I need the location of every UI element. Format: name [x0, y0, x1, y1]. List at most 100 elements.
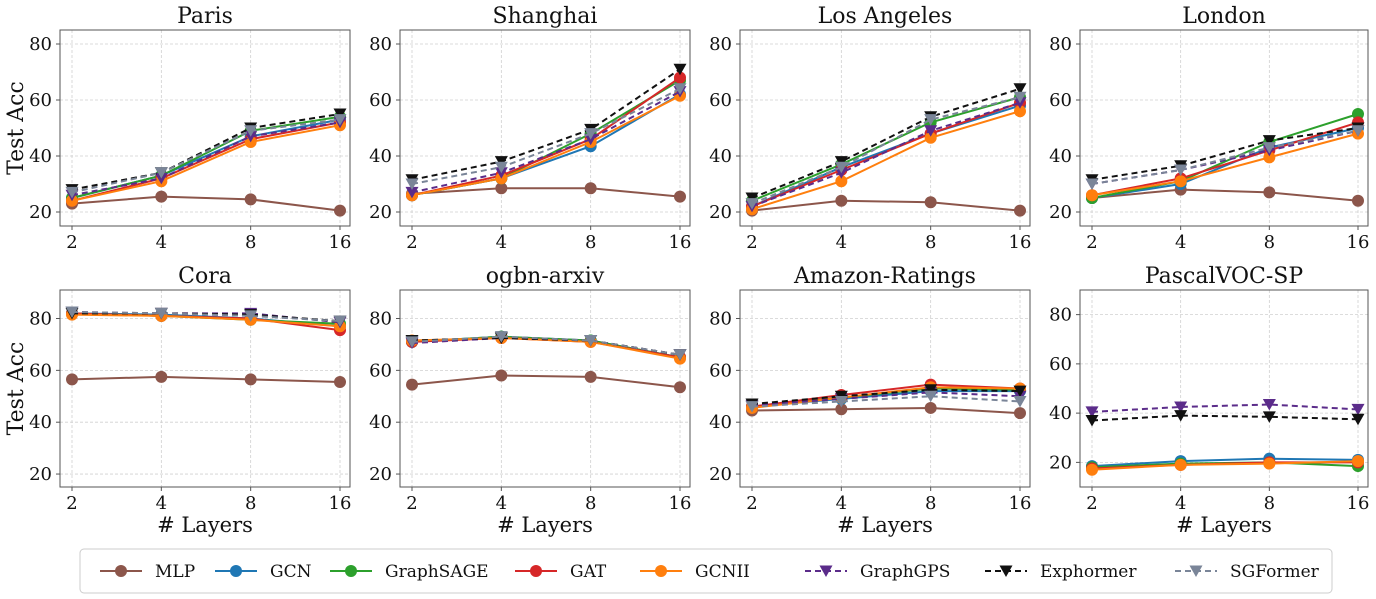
data-point: [1013, 395, 1027, 408]
data-point: [835, 194, 848, 207]
series-line: [1091, 188, 1359, 202]
legend-label: GraphSAGE: [385, 562, 489, 582]
series-line: [1091, 129, 1359, 185]
data-point: [673, 63, 687, 76]
subplot-title: Cora: [178, 264, 232, 289]
data-point: [924, 401, 937, 414]
data-point: [924, 131, 937, 144]
x-axis-label: # Layers: [497, 513, 593, 537]
x-tick-label: 4: [496, 493, 507, 514]
data-point: [1352, 108, 1364, 120]
y-tick-label: 20: [369, 464, 392, 485]
data-point: [1351, 403, 1365, 416]
data-point: [1262, 135, 1276, 147]
data-point: [1086, 463, 1098, 476]
data-point: [1013, 385, 1027, 398]
series-sgformer: [745, 91, 1027, 210]
series-gcnii: [66, 119, 346, 207]
subplot-title: London: [1182, 4, 1266, 29]
series-exphormer: [405, 63, 687, 186]
legend-entry-mlp: MLP: [100, 562, 195, 582]
series-graphsage: [406, 330, 686, 364]
y-tick-label: 40: [369, 146, 392, 167]
data-point: [154, 307, 168, 320]
series-gcnii: [746, 105, 1026, 216]
series-line: [751, 388, 1021, 406]
y-tick-label: 60: [369, 90, 392, 111]
data-point: [924, 384, 938, 396]
x-tick-label: 16: [669, 232, 692, 253]
x-tick-label: 2: [746, 493, 757, 514]
x-axis-label: # Layers: [157, 513, 253, 537]
data-point: [673, 83, 687, 95]
y-tick-label: 60: [709, 90, 732, 111]
series-line: [751, 391, 1021, 407]
data-point: [1014, 204, 1026, 217]
series-mlp: [66, 190, 346, 217]
x-tick-label: 8: [925, 232, 936, 253]
data-point: [244, 373, 257, 386]
data-point: [1263, 186, 1276, 199]
data-point: [1086, 189, 1098, 202]
data-point: [495, 182, 508, 195]
series-line: [71, 375, 341, 384]
data-point: [1174, 175, 1187, 188]
y-tick-label: 60: [369, 360, 392, 381]
axes-frame: [1079, 289, 1369, 488]
x-tick-label: 2: [746, 232, 757, 253]
legend-entry-sgformer: SGFormer: [1175, 562, 1320, 582]
y-tick-label: 40: [29, 146, 52, 167]
data-point: [406, 378, 418, 391]
y-tick-label: 60: [1049, 354, 1072, 375]
data-point: [1174, 458, 1187, 471]
legend-frame: [79, 548, 1333, 594]
data-point: [745, 198, 759, 210]
series-graphsage: [746, 91, 1026, 207]
x-tick-label: 4: [156, 232, 167, 253]
data-point: [1014, 407, 1026, 420]
legend-entry-gat: GAT: [515, 562, 607, 582]
data-point: [1013, 91, 1027, 104]
x-tick-label: 8: [1264, 232, 1275, 253]
series-line: [751, 96, 1021, 205]
legend-marker-point: [999, 565, 1013, 577]
series-sgformer: [65, 114, 347, 199]
axes-frame: [739, 289, 1031, 488]
series-sgformer: [65, 306, 347, 328]
data-point: [584, 182, 597, 195]
subplot-los-angeles: 20 40 60 80 2 4 8 16 Los Angeles: [709, 4, 1031, 253]
series-line: [751, 395, 1021, 408]
series-gat: [406, 331, 686, 364]
x-tick-label: 8: [245, 493, 256, 514]
axes-frame: [399, 29, 691, 227]
x-tick-label: 8: [925, 493, 936, 514]
y-tick-label: 40: [369, 412, 392, 433]
y-tick-label: 20: [1049, 452, 1072, 473]
y-tick-label: 80: [29, 34, 52, 55]
data-point: [924, 125, 938, 137]
data-point: [405, 186, 419, 199]
data-point: [835, 175, 848, 188]
data-point: [1174, 164, 1188, 176]
legend-label: GAT: [570, 562, 607, 582]
data-point: [673, 349, 687, 361]
y-tick-label: 80: [709, 34, 732, 55]
series-line: [751, 199, 1021, 212]
y-tick-label: 20: [29, 464, 52, 485]
legend-marker-point: [655, 565, 667, 577]
data-point: [244, 310, 258, 322]
legend-entry-exphormer: Exphormer: [985, 562, 1137, 582]
y-tick-label: 20: [369, 202, 392, 223]
series-line: [411, 374, 681, 389]
x-tick-label: 4: [496, 232, 507, 253]
series-gat: [406, 71, 686, 202]
series-sgformer: [405, 83, 687, 190]
x-axis-label: # Layers: [837, 513, 933, 537]
legend-label: GraphGPS: [860, 562, 950, 582]
axes-frame: [399, 289, 691, 488]
series-exphormer: [1085, 410, 1365, 427]
y-tick-label: 80: [709, 309, 732, 330]
x-tick-label: 4: [836, 493, 847, 514]
subplot-paris: 20 40 60 80 2 4 8 16 Paris Test Acc: [4, 4, 351, 253]
